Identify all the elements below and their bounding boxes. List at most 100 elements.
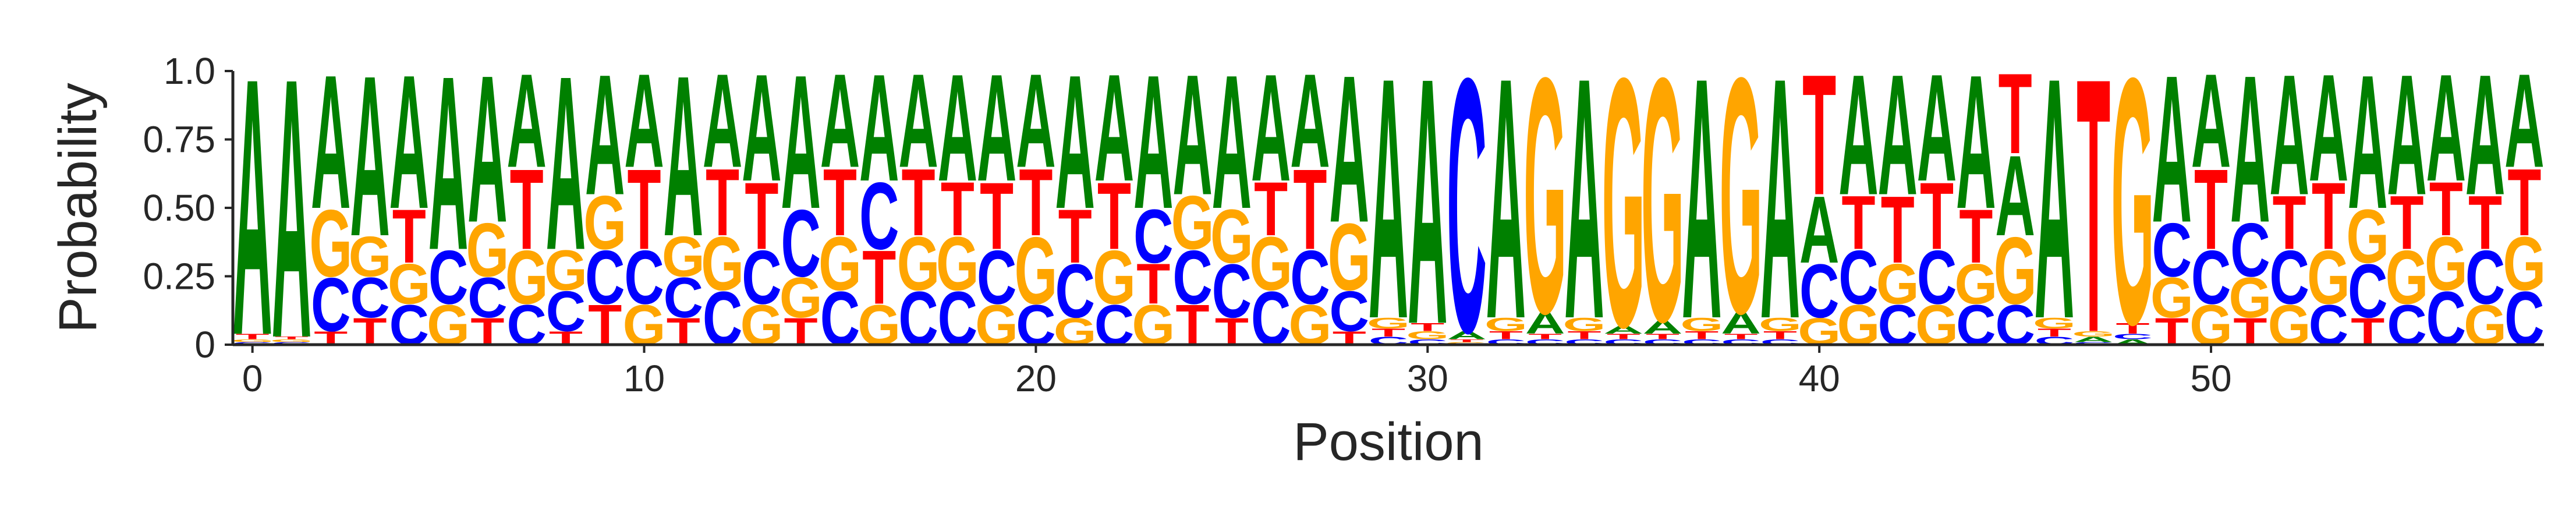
y-tick-label: 0.25 bbox=[143, 256, 215, 298]
logo-letter-t: T bbox=[2116, 320, 2149, 337]
logo-letter-g: G bbox=[975, 292, 1018, 357]
logo-letter-t: T bbox=[1959, 194, 1993, 279]
x-axis-label: Position bbox=[1293, 412, 1483, 472]
logo-letter-a: A bbox=[1369, 6, 1409, 390]
logo-letter-g: G bbox=[1876, 252, 1919, 316]
logo-letter-g: G bbox=[1759, 314, 1802, 335]
logo-letter-t: T bbox=[2468, 180, 2502, 265]
logo-letter-a: A bbox=[820, 47, 860, 196]
logo-letter-t: T bbox=[392, 194, 426, 279]
logo-letter-a: A bbox=[2074, 335, 2114, 344]
logo-letter-a: A bbox=[1643, 317, 1683, 338]
logo-letter-a: A bbox=[389, 36, 429, 249]
logo-letter-t: T bbox=[2273, 180, 2306, 265]
logo-letter-c: C bbox=[1212, 249, 1252, 334]
logo-letter-g: G bbox=[1328, 204, 1371, 310]
logo-letter-g: G bbox=[1014, 218, 1057, 324]
logo-letter-a: A bbox=[1094, 42, 1135, 213]
logo-letter-g: G bbox=[740, 292, 783, 357]
logo-letter-g: G bbox=[1484, 314, 1528, 335]
logo-letter-t: T bbox=[980, 164, 1014, 270]
logo-letter-t: T bbox=[1763, 329, 1797, 342]
logo-letter-c: C bbox=[2309, 292, 2349, 357]
logo-letter-c: C bbox=[350, 265, 390, 330]
logo-letter-t: T bbox=[1489, 329, 1523, 342]
logo-letter-c: C bbox=[1133, 194, 1174, 279]
logo-letter-g: G bbox=[583, 180, 626, 265]
logo-letter-c: C bbox=[1055, 249, 1095, 334]
logo-letter-c: C bbox=[1290, 235, 1330, 320]
logo-letter-a: A bbox=[1329, 31, 1369, 266]
logo-letter-g: G bbox=[2268, 292, 2311, 357]
logo-letter-c: C bbox=[428, 235, 469, 320]
logo-letter-g: G bbox=[1523, 7, 1567, 383]
logo-letter-c: C bbox=[1329, 279, 1369, 344]
logo-letter-a: A bbox=[1760, 6, 1801, 390]
logo-letter-c: C bbox=[624, 235, 664, 320]
logo-letter-t: T bbox=[2312, 164, 2345, 270]
logo-letter-t: T bbox=[745, 164, 778, 270]
logo-letter-a: A bbox=[1055, 36, 1095, 249]
logo-letter-a: A bbox=[546, 24, 586, 302]
logo-letter-a: A bbox=[2426, 42, 2466, 213]
logo-letter-t: T bbox=[2390, 180, 2423, 265]
logo-letter-c: C bbox=[1447, 2, 1487, 409]
logo-letter-t: T bbox=[588, 292, 622, 357]
logo-letter-t: T bbox=[1528, 332, 1562, 341]
logo-letter-t: T bbox=[1097, 164, 1131, 270]
logo-letter-a: A bbox=[742, 42, 782, 213]
logo-letter-a: A bbox=[1956, 36, 1996, 249]
logo-letter-c: C bbox=[311, 262, 351, 348]
logo-letter-t: T bbox=[862, 235, 896, 320]
logo-letter-a: A bbox=[1212, 36, 1252, 249]
logo-letter-c: C bbox=[2191, 235, 2231, 320]
logo-letter-c: C bbox=[1799, 249, 1840, 334]
logo-letter-g: G bbox=[1915, 292, 1958, 357]
logo-letter-t: T bbox=[236, 332, 270, 341]
logo-letter-g: G bbox=[1954, 252, 1997, 316]
logo-letter-c: C bbox=[1094, 292, 1135, 357]
logo-letter-t: T bbox=[1841, 180, 1875, 265]
logo-letter-t: T bbox=[2077, 2, 2110, 409]
logo-letter-c: C bbox=[820, 276, 860, 362]
logo-letter-g: G bbox=[2386, 235, 2429, 320]
y-axis-ticks: 0 0.25 0.50 0.75 1.0 bbox=[143, 50, 233, 366]
logo-letter-c: C bbox=[1956, 292, 1996, 357]
logo-letter-g: G bbox=[349, 224, 392, 289]
logo-letter-a: A bbox=[1486, 6, 1526, 390]
logo-letter-t: T bbox=[2038, 326, 2071, 339]
logo-letter-g: G bbox=[1680, 314, 1723, 335]
logo-letter-c: C bbox=[2113, 332, 2153, 341]
logo-letter-c: C bbox=[664, 265, 704, 330]
logo-letter-c: C bbox=[1838, 235, 1879, 320]
logo-letter-t: T bbox=[2507, 150, 2541, 256]
logo-letter-t: T bbox=[941, 167, 975, 252]
logo-letter-g: G bbox=[2111, 5, 2155, 398]
logo-letter-c: C bbox=[389, 292, 429, 357]
logo-letter-a: A bbox=[467, 31, 508, 266]
logo-letters: CGTACGTATCGATCGACGTAGCATCGACGTATCGATCGAG… bbox=[231, 2, 2546, 416]
logo-letter-t: T bbox=[1176, 292, 1210, 357]
logo-letter-a: A bbox=[1251, 42, 1291, 213]
logo-letter-g: G bbox=[466, 207, 509, 293]
logo-letter-a: A bbox=[1877, 39, 1918, 231]
logo-letter-g: G bbox=[505, 235, 548, 320]
logo-letter-a: A bbox=[506, 47, 547, 196]
logo-letter-c: C bbox=[546, 279, 586, 344]
logo-letter-t: T bbox=[628, 145, 661, 273]
logo-letter-t: T bbox=[1920, 164, 1954, 270]
logo-letter-a: A bbox=[2269, 39, 2309, 231]
logo-letter-a: A bbox=[428, 24, 469, 302]
logo-letter-g: G bbox=[1210, 194, 1253, 279]
x-tick-label: 50 bbox=[2190, 357, 2231, 399]
logo-letter-a: A bbox=[781, 36, 821, 249]
logo-letter-a: A bbox=[2465, 39, 2506, 231]
y-tick-label: 0 bbox=[194, 324, 215, 366]
x-tick-label: 40 bbox=[1799, 357, 1840, 399]
logo-letter-g: G bbox=[2425, 221, 2468, 307]
logo-letter-g: G bbox=[1288, 292, 1331, 357]
logo-letter-c: C bbox=[1995, 292, 2035, 357]
logo-letter-c: C bbox=[2387, 292, 2427, 357]
logo-letter-g: G bbox=[2346, 194, 2389, 279]
logo-letter-a: A bbox=[1408, 5, 1448, 398]
